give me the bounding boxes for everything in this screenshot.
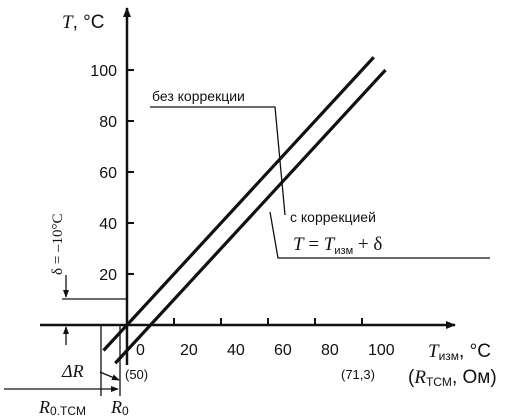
series-group	[102, 56, 387, 365]
y-tick-label: 40	[99, 216, 117, 233]
series-line-no-correction	[102, 56, 375, 352]
r0-label: R0	[110, 397, 129, 416]
leader-line-no-correction	[150, 106, 286, 216]
x-axis-title: Tизм, °C	[428, 341, 491, 363]
r713-label: (71,3)	[341, 367, 375, 382]
y-axis-title: T, °C	[62, 12, 104, 33]
r0tcm-label: R0.TCM	[38, 397, 86, 416]
x-tick-label: 0	[136, 342, 145, 359]
delta-label: δ = –10°C	[50, 213, 66, 275]
leader-line-with-correction	[269, 211, 490, 259]
x-axis-alt-title: (RTCM, Ом)	[408, 367, 497, 389]
delta-r-arrow	[99, 371, 120, 381]
x-ticks: 0 20 40 60 80 100	[126, 318, 395, 359]
x-tick-label: 100	[368, 342, 395, 359]
series-line-with-correction	[114, 68, 387, 365]
x-tick-label: 20	[180, 342, 198, 359]
r50-label: (50)	[125, 367, 148, 382]
x-tick-label: 60	[274, 342, 292, 359]
x-tick-label: 40	[227, 342, 245, 359]
series-label-with-correction: с коррекцией	[290, 209, 376, 225]
delta-r-label: ΔR	[61, 361, 84, 381]
x-tick-label: 80	[321, 342, 339, 359]
y-tick-label: 100	[90, 63, 117, 80]
y-tick-label: 60	[99, 165, 117, 182]
series-label-no-correction: без коррекции	[152, 88, 245, 104]
y-tick-label: 20	[99, 267, 117, 284]
y-tick-label: 80	[99, 114, 117, 131]
y-ticks: 20 40 60 80 100	[90, 63, 134, 284]
correction-formula: T = Tизм + δ	[293, 234, 382, 257]
